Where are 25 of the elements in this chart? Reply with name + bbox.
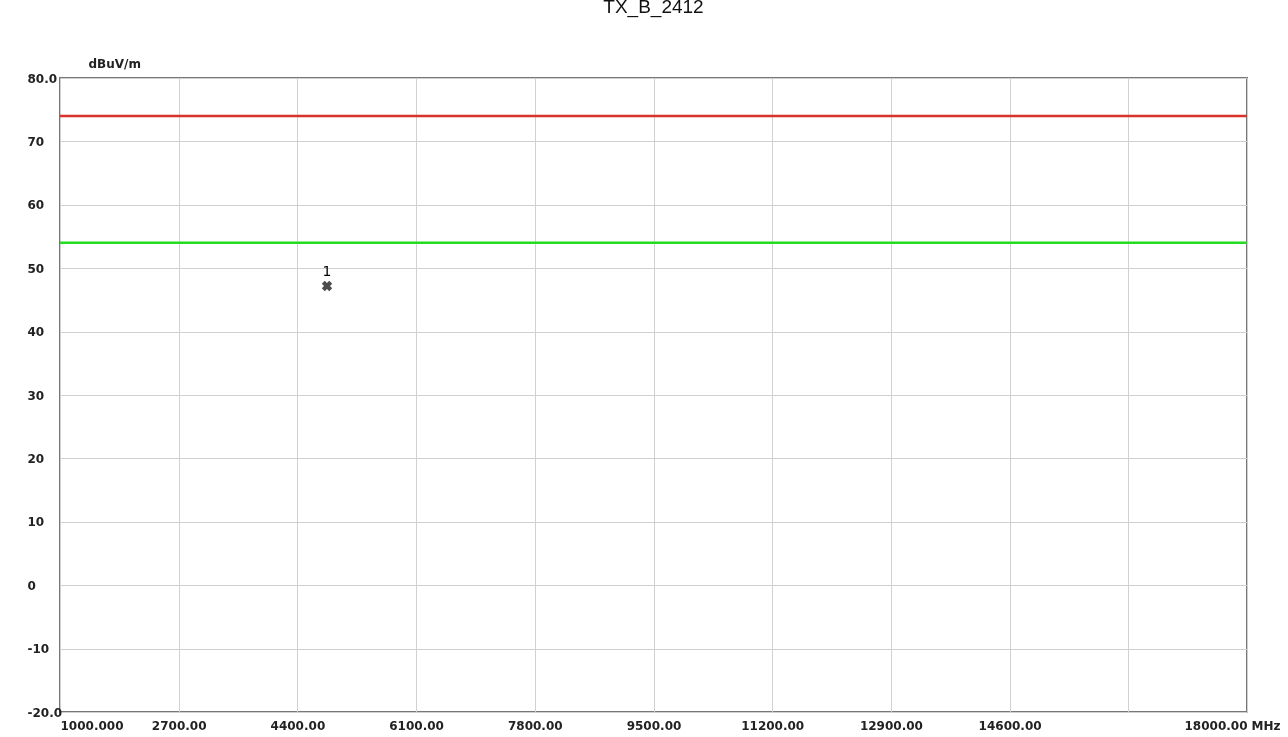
y-tick-label: 10 (27, 515, 45, 530)
x-tick-label: 1000.000 (60, 718, 124, 733)
y-tick-label: 40 (27, 325, 45, 340)
y-tick-label: 60 (27, 198, 45, 213)
x-tick-label: 2700.00 (151, 718, 207, 733)
y-tick-label: -10 (27, 642, 50, 657)
y-tick-label: 50 (27, 261, 45, 276)
x-tick-label: 6100.00 (389, 718, 444, 733)
x-tick-label: 14600.00 (978, 718, 1042, 733)
y-tick-label: 0 (27, 578, 36, 593)
x-tick-label: 7800.00 (507, 718, 563, 733)
annotation: 1 (322, 262, 332, 279)
x-tick-label: 12900.00 (859, 718, 923, 733)
y-axis-title: dBuV/m (88, 56, 141, 71)
y-tick-label: 20 (27, 451, 45, 466)
y-tick-label: 70 (27, 134, 45, 149)
x-tick-label: 11200.00 (741, 718, 805, 733)
y-tick-label: 30 (27, 388, 45, 403)
x-tick-label: 9500.00 (626, 718, 682, 733)
x-tick-label: 4400.00 (270, 718, 326, 733)
chart-title: TX_B_2412 (603, 0, 704, 18)
y-tick-label: 80.0 (27, 71, 58, 86)
x-axis-title: MHz (1251, 718, 1281, 733)
x-tick-label: 18000.00 (1184, 718, 1248, 733)
y-tick-label: -20.0 (27, 705, 63, 720)
